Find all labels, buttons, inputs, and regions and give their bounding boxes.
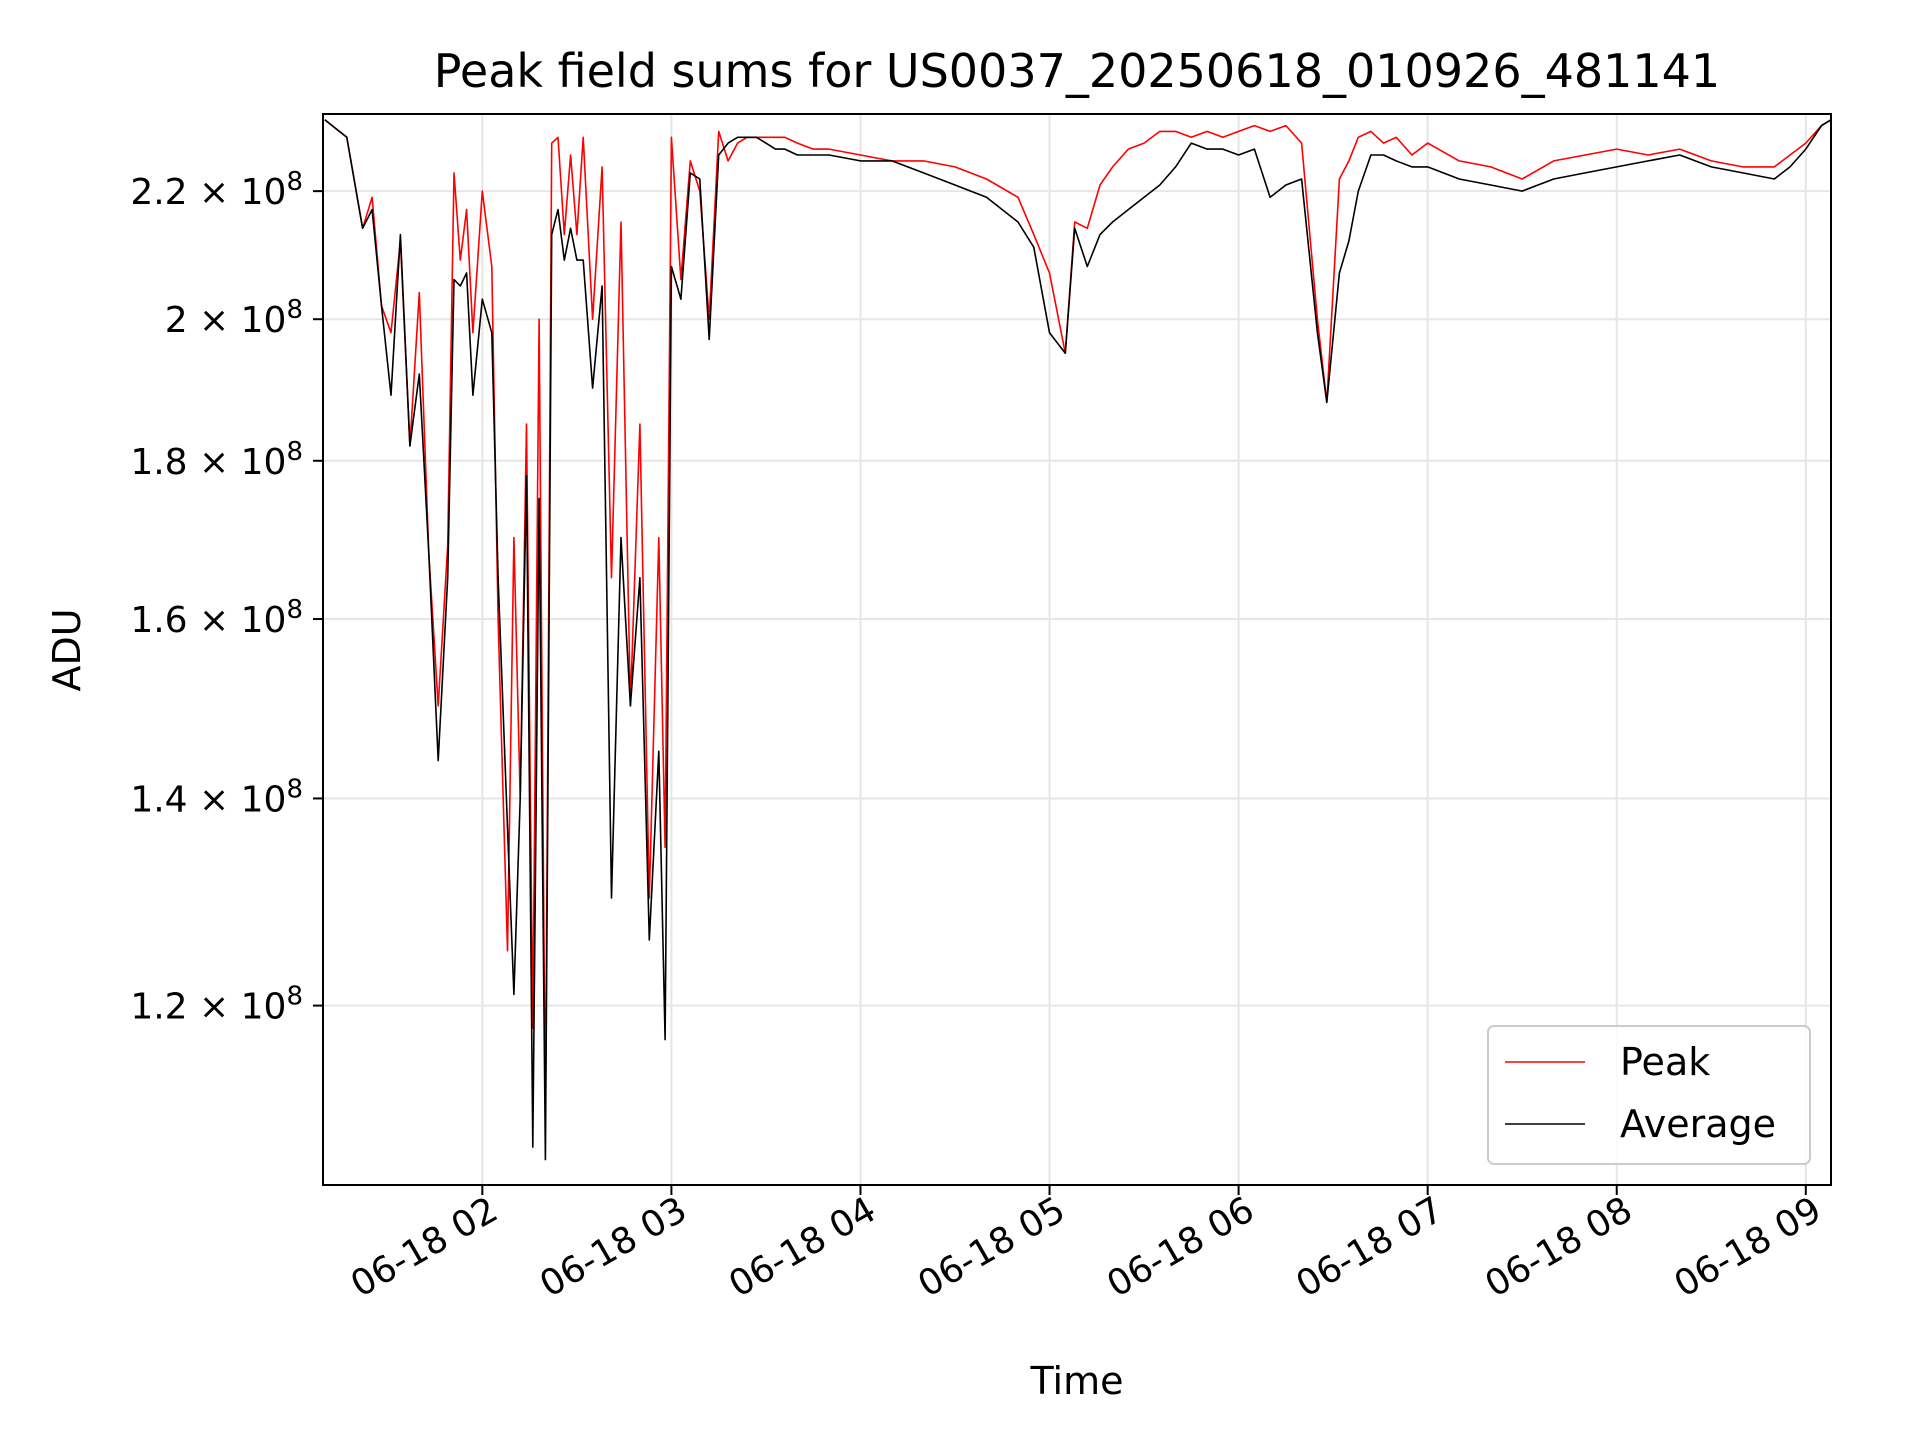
- series-line-average: [324, 119, 1832, 1161]
- y-tick-label: 1.6 × 108: [130, 595, 303, 641]
- y-tick-label: 1.4 × 108: [130, 774, 303, 820]
- plot-frame: [322, 113, 1832, 1186]
- y-tick-label: 1.8 × 108: [130, 437, 303, 483]
- y-tick-label: 2 × 108: [165, 295, 303, 341]
- y-tick-label: 1.2 × 108: [130, 982, 303, 1028]
- chart-title: Peak field sums for US0037_20250618_0109…: [434, 44, 1720, 98]
- legend-box: [1487, 1025, 1811, 1165]
- series-group: [324, 119, 1832, 1161]
- y-axis-label: ADU: [45, 608, 89, 691]
- legend-label-peak: Peak: [1620, 1040, 1710, 1084]
- grid: [323, 114, 1831, 1185]
- x-axis-label: Time: [1030, 1359, 1124, 1403]
- y-tick-label: 2.2 × 108: [130, 167, 303, 213]
- legend-label-average: Average: [1620, 1102, 1776, 1146]
- y-axis: 1.2 × 108 1.4 × 108 1.6 × 108 1.8 × 108 2 × …: [130, 167, 323, 1028]
- legend: Peak Average: [1487, 1025, 1811, 1165]
